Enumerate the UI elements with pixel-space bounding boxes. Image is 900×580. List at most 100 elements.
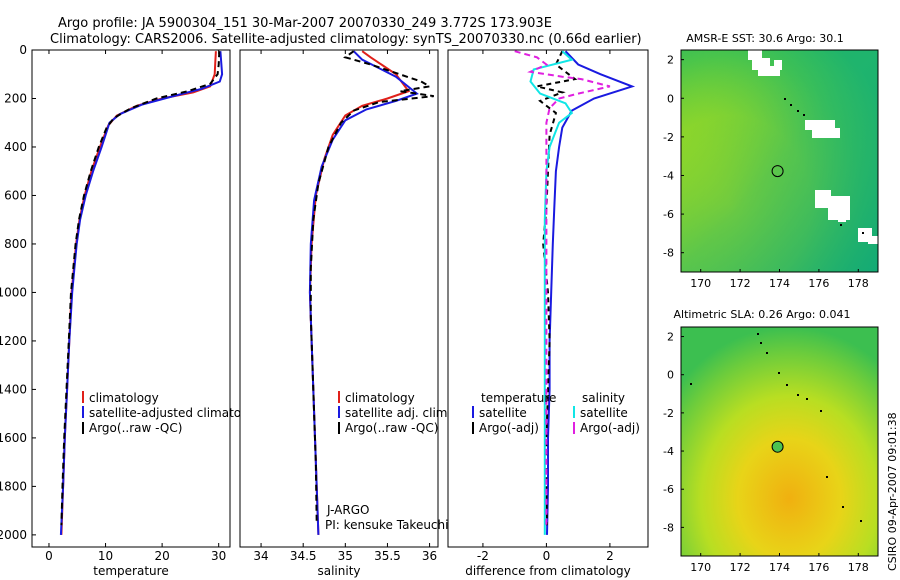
map-y-tick-label: -2 <box>663 407 674 420</box>
sst-argo-marker <box>771 165 784 178</box>
legend-label: Argo(..raw -QC) <box>89 421 182 435</box>
difference-xlabel: difference from climatology <box>465 564 631 578</box>
x-tick-label: 0 <box>543 549 551 563</box>
map-x-tick-label: 178 <box>848 277 869 290</box>
sla-y-ticks: 2 0 -2 -4 -6 -8 <box>663 331 684 534</box>
legend-label: satellite <box>479 406 527 420</box>
sst-y-ticks: 2 0 -2 -4 -6 -8 <box>663 54 684 260</box>
header-line2: Climatology: CARS2006. Satellite-adjuste… <box>50 32 642 47</box>
legend-swatch-climatology <box>338 391 340 403</box>
sst-map-title: AMSR-E SST: 30.6 Argo: 30.1 <box>686 32 844 45</box>
map-y-tick-label: -2 <box>663 131 674 144</box>
legend-label: satellite-adjusted climatology <box>89 406 267 420</box>
sla-argo-marker <box>771 440 784 453</box>
salinity-xlabel: salinity <box>317 564 360 578</box>
pi-annotation: PI: kensuke Takeuchi <box>325 518 448 532</box>
temperature-x-ticks: 0 10 20 30 <box>45 50 226 563</box>
map-y-tick-label: -6 <box>663 208 674 221</box>
temperature-lines <box>59 51 224 535</box>
legend-swatch-temp-argo <box>472 422 474 434</box>
legend-swatch-temp-satellite <box>472 406 474 418</box>
x-tick-label: 2 <box>606 549 614 563</box>
map-y-tick-label: 0 <box>667 369 674 382</box>
sla-x-ticks: 170 172 174 176 178 <box>690 553 869 574</box>
legend-label: climatology <box>89 391 159 405</box>
map-y-tick-label: 0 <box>667 92 674 105</box>
x-tick-label: 20 <box>154 549 169 563</box>
map-x-tick-label: 174 <box>769 277 790 290</box>
legend-swatch-argo <box>338 422 340 434</box>
x-tick-label: -2 <box>477 549 489 563</box>
difference-x-ticks: -2 0 2 <box>477 50 614 563</box>
series-line-satellite-adjusted-climatology <box>59 51 224 535</box>
sst-missing-data <box>748 50 878 244</box>
map-x-tick-label: 174 <box>769 561 790 574</box>
map-x-tick-label: 178 <box>848 561 869 574</box>
legend-label: satellite <box>580 406 628 420</box>
map-x-tick-label: 176 <box>808 277 829 290</box>
legend-swatch-sal-satellite <box>573 406 575 418</box>
y-tick-label: 200 <box>4 91 27 105</box>
legend-title-temperature: temperature <box>481 391 556 405</box>
legend-label: satellite adj. clim. <box>345 406 451 420</box>
difference-panel: -2 0 2 difference from climatology tempera… <box>447 49 649 578</box>
map-y-tick-label: -8 <box>663 521 674 534</box>
x-tick-label: 36 <box>422 549 437 563</box>
y-tick-label: 1000 <box>0 285 27 299</box>
temperature-xlabel: temperature <box>93 564 168 578</box>
legend-swatch-climatology <box>82 391 84 403</box>
legend-swatch-argo <box>82 422 84 434</box>
difference-lines <box>514 50 636 535</box>
series-line-argo-raw-qc- <box>60 51 221 526</box>
x-tick-label: 34 <box>253 549 268 563</box>
series-line-salinity-argo-adj- <box>514 50 611 526</box>
sst-heatmap <box>681 50 878 272</box>
temperature-axes <box>31 49 231 548</box>
difference-legend: temperature satellite Argo(-adj) salinit… <box>472 391 640 435</box>
sst-map-panel: AMSR-E SST: 30.6 Argo: 30.1 170 172 174 176… <box>663 32 879 290</box>
temperature-panel: 0 200 400 600 800 1000 1200 1400 1600 1800 2000 0 1… <box>0 43 267 578</box>
sst-coastline <box>784 98 864 234</box>
y-tick-label: 1200 <box>0 334 27 348</box>
sst-warm-pool <box>681 50 878 272</box>
project-annotation: J-ARGO <box>326 503 369 517</box>
legend-label: Argo(..raw -QC) <box>345 421 438 435</box>
temperature-legend: climatology satellite-adjusted climatolo… <box>82 391 267 435</box>
series-line-salinity-satellite <box>529 50 574 535</box>
legend-swatch-satellite <box>82 406 84 418</box>
x-tick-label: 0 <box>45 549 53 563</box>
map-y-tick-label: -6 <box>663 483 674 496</box>
sla-map-panel: Altimetric SLA: 0.26 Argo: 0.041 170 172 1… <box>663 308 879 574</box>
legend-label: Argo(-adj) <box>580 421 640 435</box>
series-line-temperature-argo-adj- <box>536 50 578 526</box>
sla-coastline <box>690 333 862 522</box>
map-y-tick-label: 2 <box>667 331 674 344</box>
legend-title-salinity: salinity <box>582 391 625 405</box>
y-tick-label: 400 <box>4 140 27 154</box>
legend-swatch-satellite <box>338 406 340 418</box>
map-y-tick-label: 2 <box>667 54 674 67</box>
x-tick-label: 35.5 <box>374 549 401 563</box>
x-tick-label: 10 <box>98 549 113 563</box>
series-line-argo-raw-qc- <box>309 50 434 523</box>
sst-x-ticks: 170 172 174 176 178 <box>690 269 869 290</box>
map-y-tick-label: -8 <box>663 247 674 260</box>
map-x-tick-label: 172 <box>730 277 751 290</box>
map-x-tick-label: 170 <box>690 561 711 574</box>
y-tick-label: 1600 <box>0 431 27 445</box>
y-tick-label: 2000 <box>0 528 27 542</box>
map-x-tick-label: 172 <box>730 561 751 574</box>
sla-map-title: Altimetric SLA: 0.26 Argo: 0.041 <box>673 308 850 321</box>
y-tick-label: 1800 <box>0 479 27 493</box>
y-tick-label: 0 <box>19 43 27 57</box>
y-tick-label: 1400 <box>0 382 27 396</box>
salinity-lines <box>308 50 434 535</box>
map-x-tick-label: 170 <box>690 277 711 290</box>
x-tick-label: 35 <box>338 549 353 563</box>
y-tick-label: 600 <box>4 188 27 202</box>
credit-footer: CSIRO 09-Apr-2007 09:01:38 <box>886 412 899 571</box>
salinity-axes <box>239 49 439 548</box>
legend-label: climatology <box>345 391 415 405</box>
legend-swatch-sal-argo <box>573 422 575 434</box>
